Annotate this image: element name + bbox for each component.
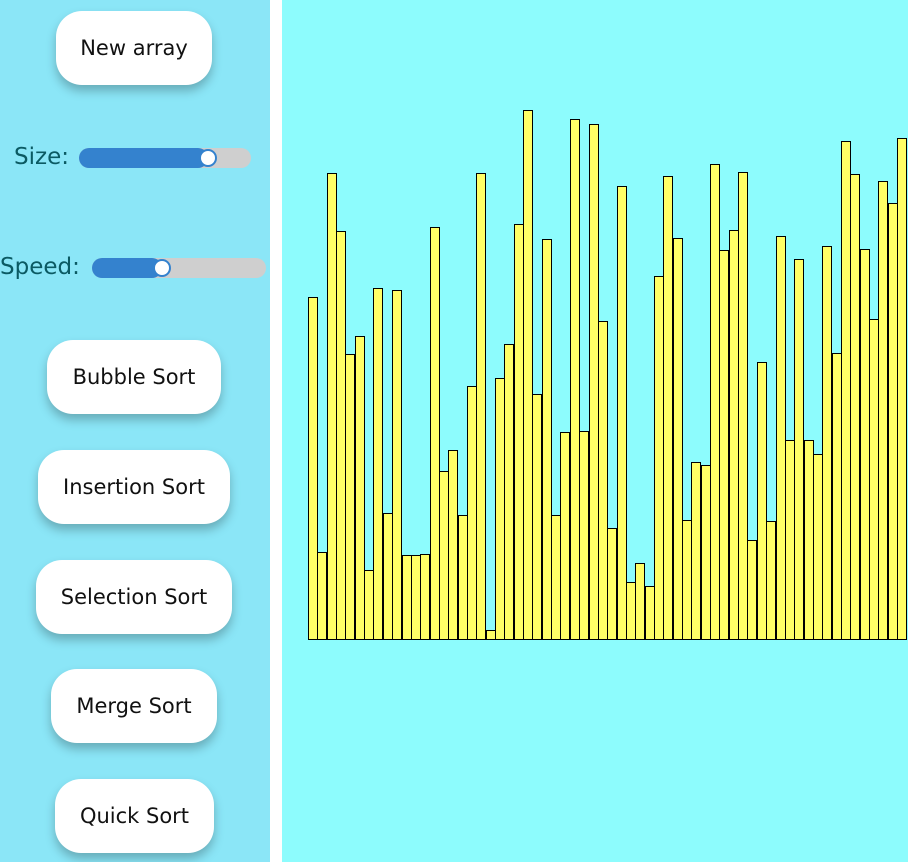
bars-container: [282, 0, 908, 862]
selection-sort-button[interactable]: Selection Sort: [36, 560, 232, 634]
size-slider-fill: [79, 148, 208, 168]
array-bar: [392, 290, 403, 640]
array-bar: [569, 119, 580, 640]
array-bar: [523, 110, 534, 640]
array-bar: [738, 172, 749, 640]
insertion-sort-button[interactable]: Insertion Sort: [38, 450, 230, 524]
array-bar: [429, 227, 440, 640]
array-bar: [775, 236, 786, 640]
size-slider-thumb[interactable]: [199, 149, 217, 167]
array-bar: [756, 362, 767, 640]
divider: [270, 0, 282, 862]
new-array-button[interactable]: New array: [56, 11, 212, 85]
bubble-sort-button[interactable]: Bubble Sort: [47, 340, 221, 414]
speed-slider[interactable]: [92, 258, 266, 278]
speed-slider-fill: [92, 258, 162, 278]
array-bar: [672, 238, 683, 640]
array-bar: [597, 321, 608, 640]
array-bar: [476, 173, 487, 640]
array-bar: [373, 288, 384, 640]
array-canvas: [282, 0, 908, 862]
merge-sort-button[interactable]: Merge Sort: [51, 669, 217, 743]
quick-sort-button[interactable]: Quick Sort: [55, 779, 214, 853]
array-bar: [541, 239, 552, 640]
array-bar: [354, 336, 365, 640]
array-bar: [897, 138, 908, 640]
speed-slider-thumb[interactable]: [152, 259, 171, 277]
size-label: Size:: [14, 144, 69, 170]
speed-label: Speed:: [0, 254, 80, 280]
array-bar: [308, 297, 318, 640]
sidebar: New array Size: Speed: Bubble Sort Inser…: [0, 0, 270, 862]
array-bar: [616, 186, 627, 640]
size-slider[interactable]: [79, 148, 251, 168]
